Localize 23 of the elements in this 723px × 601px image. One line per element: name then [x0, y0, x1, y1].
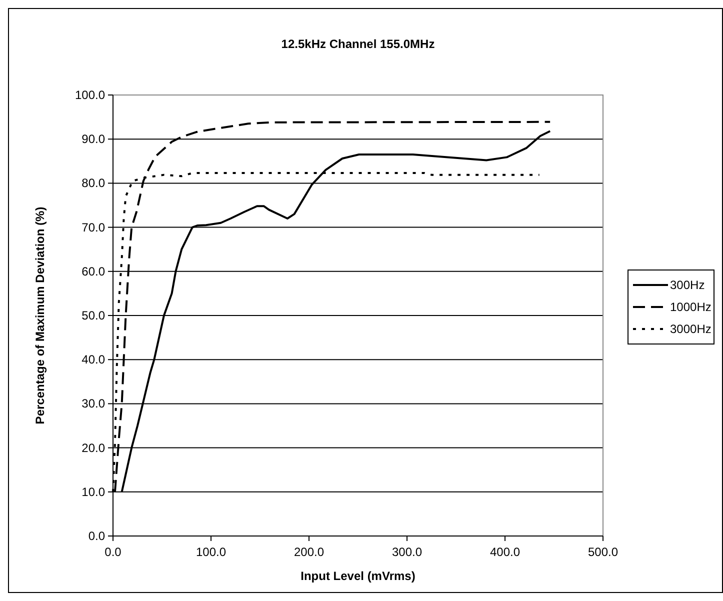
- legend-label: 3000Hz: [670, 322, 712, 336]
- legend-label: 300Hz: [670, 278, 705, 292]
- y-tick-label: 70.0: [82, 220, 106, 234]
- y-tick-label: 20.0: [82, 440, 106, 455]
- x-tick-label: 300.0: [392, 545, 422, 559]
- y-tick-label: 100.0: [74, 88, 106, 102]
- y-tick-label: 80.0: [82, 176, 106, 190]
- y-tick-label: 10.0: [82, 484, 106, 499]
- x-tick-label: 500.0: [588, 545, 618, 559]
- x-tick-label: 400.0: [490, 545, 520, 559]
- chart-title: 12.5kHz Channel 155.0MHz: [281, 37, 435, 51]
- y-tick-label: 30.0: [82, 396, 106, 411]
- y-tick-label: 50.0: [82, 308, 106, 322]
- x-tick-label: 200.0: [294, 545, 324, 559]
- y-tick-label: 90.0: [82, 132, 106, 146]
- x-tick-label: 0.0: [104, 545, 122, 559]
- y-axis-title: Percentage of Maximum Deviation (%): [33, 206, 47, 424]
- y-tick-label: 60.0: [82, 264, 106, 278]
- x-axis-title: Input Level (mVrms): [300, 569, 416, 583]
- y-tick-label: 0.0: [88, 529, 106, 543]
- legend-label: 1000Hz: [670, 300, 712, 314]
- y-tick-label: 40.0: [82, 352, 106, 367]
- x-tick-label: 100.0: [196, 545, 226, 559]
